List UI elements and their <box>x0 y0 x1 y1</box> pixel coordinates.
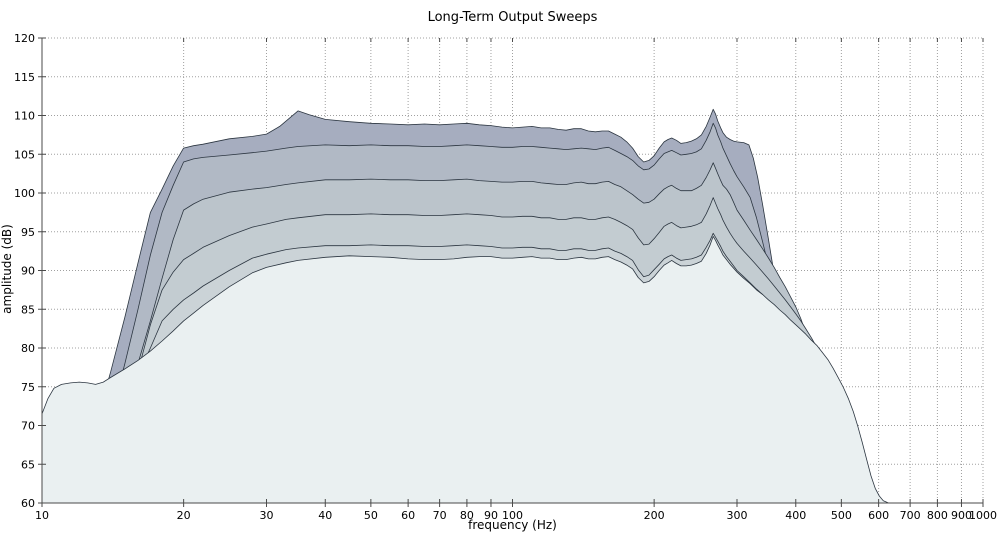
x-tick-label: 600 <box>868 509 889 522</box>
x-tick-label: 70 <box>433 509 447 522</box>
x-tick-label: 80 <box>460 509 474 522</box>
y-tick-label: 115 <box>14 71 35 84</box>
y-axis-label: amplitude (dB) <box>0 224 14 314</box>
x-tick-label: 500 <box>831 509 852 522</box>
x-tick-label: 900 <box>951 509 972 522</box>
x-tick-label: 40 <box>318 509 332 522</box>
x-axis-label: frequency (Hz) <box>468 518 557 532</box>
y-tick-label: 75 <box>21 381 35 394</box>
x-tick-label: 90 <box>484 509 498 522</box>
x-tick-label: 100 <box>502 509 523 522</box>
x-tick-label: 700 <box>900 509 921 522</box>
x-tick-label: 30 <box>259 509 273 522</box>
x-tick-label: 10 <box>35 509 49 522</box>
y-tick-label: 60 <box>21 497 35 510</box>
x-tick-label: 20 <box>177 509 191 522</box>
x-tick-label: 60 <box>401 509 415 522</box>
x-tick-label: 1000 <box>969 509 997 522</box>
y-tick-label: 70 <box>21 420 35 433</box>
y-tick-label: 80 <box>21 342 35 355</box>
chart-title: Long-Term Output Sweeps <box>427 10 598 25</box>
x-tick-label: 400 <box>785 509 806 522</box>
y-tick-label: 100 <box>14 187 35 200</box>
y-tick-label: 85 <box>21 303 35 316</box>
x-tick-label: 200 <box>644 509 665 522</box>
y-tick-label: 110 <box>14 110 35 123</box>
sweep-area-sweep-6-quietest <box>41 236 897 504</box>
y-tick-label: 65 <box>21 458 35 471</box>
x-tick-label: 300 <box>726 509 747 522</box>
x-tick-label: 50 <box>364 509 378 522</box>
y-tick-label: 95 <box>21 226 35 239</box>
y-tick-label: 120 <box>14 32 35 45</box>
y-tick-label: 105 <box>14 148 35 161</box>
x-tick-label: 800 <box>927 509 948 522</box>
y-tick-label: 90 <box>21 265 35 278</box>
